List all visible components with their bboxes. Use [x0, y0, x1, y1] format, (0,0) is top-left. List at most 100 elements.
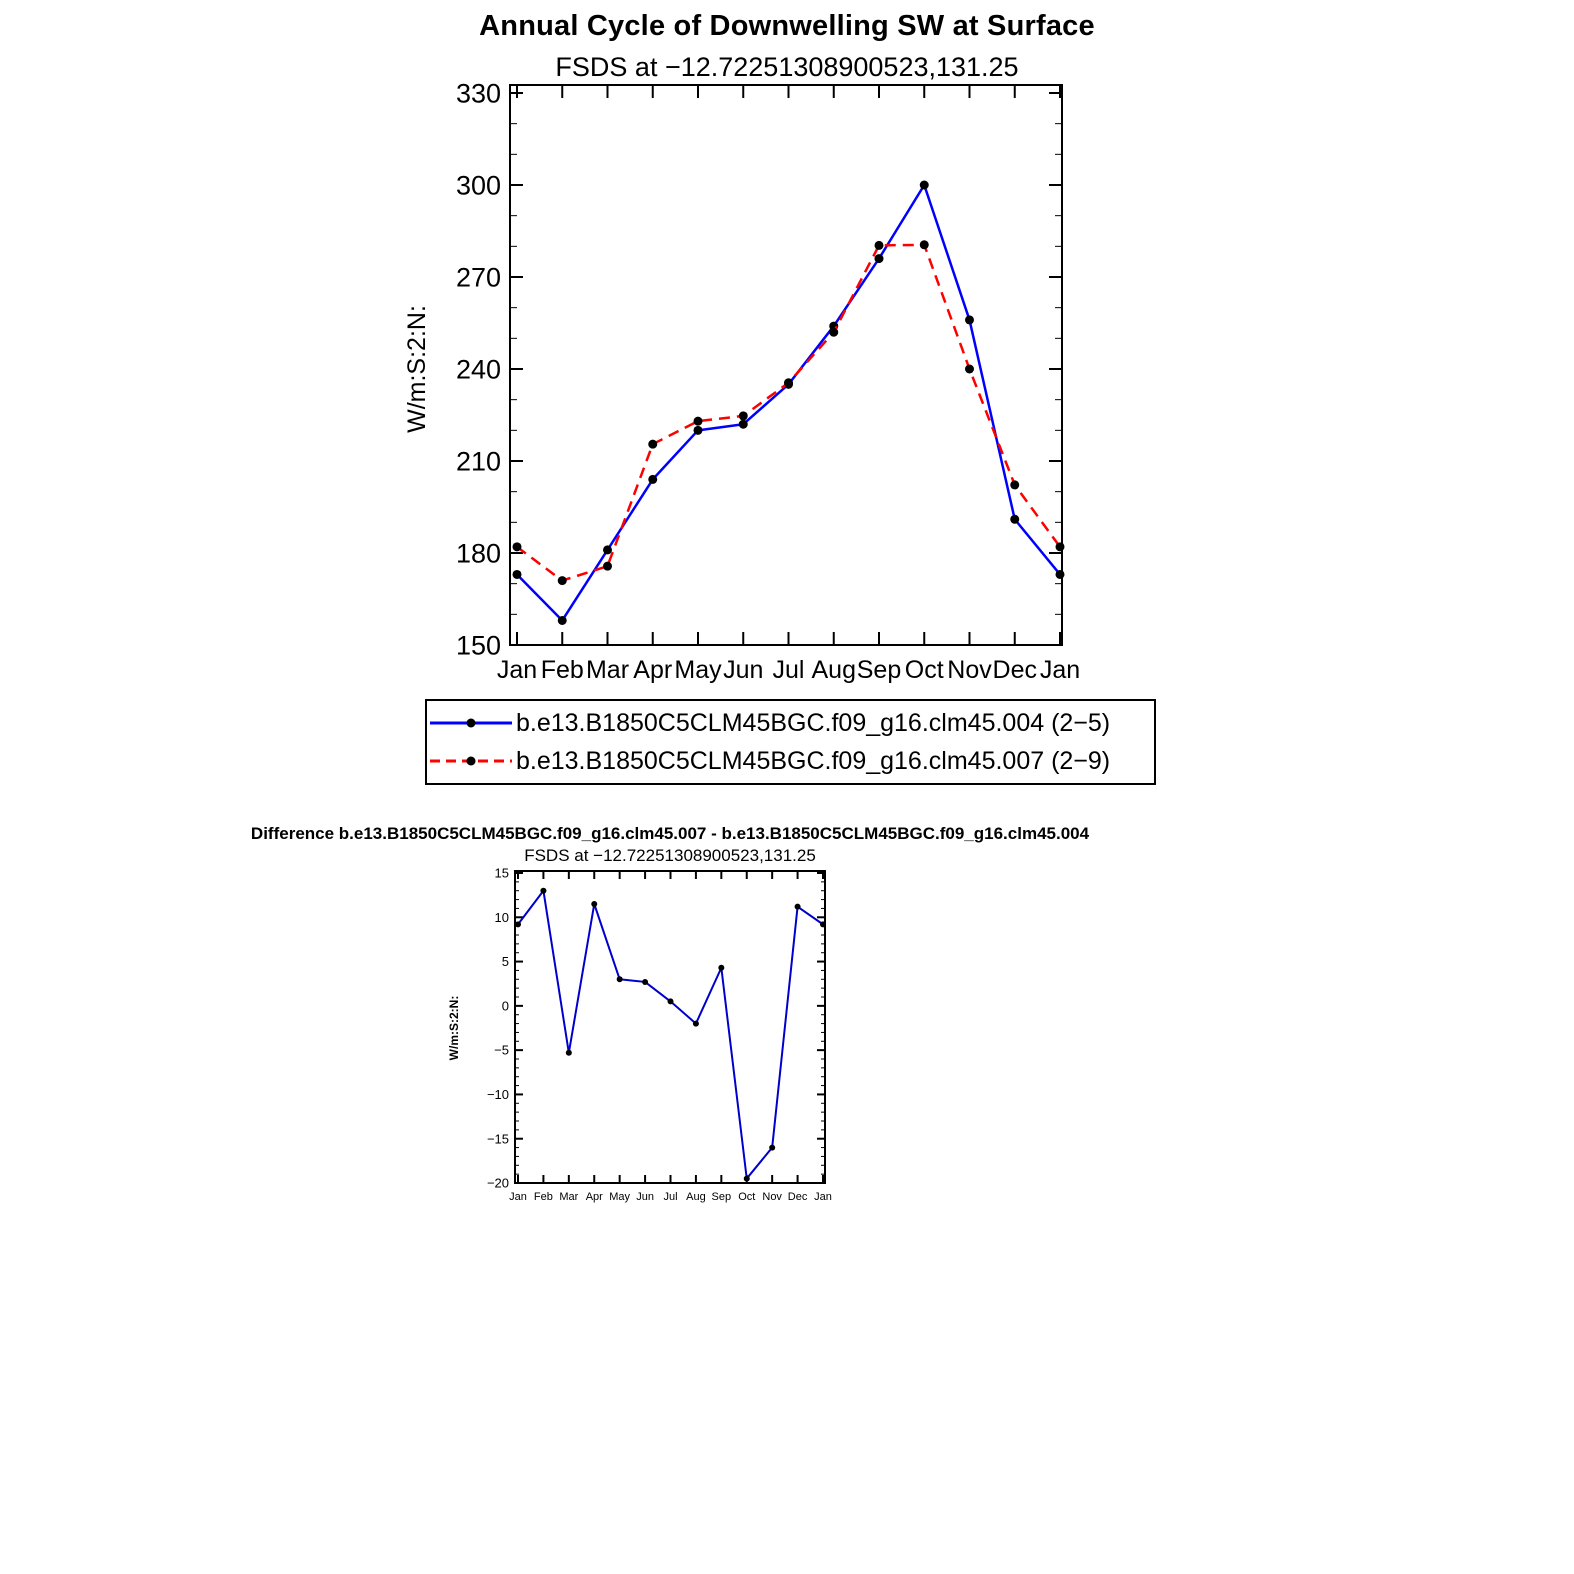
x-tick-label: Jul [663, 1191, 677, 1203]
x-tick-label: Jan [497, 656, 537, 684]
data-point [718, 964, 725, 971]
data-point [919, 180, 929, 190]
x-tick-label: Feb [534, 1191, 553, 1203]
data-point [965, 315, 974, 325]
legend-row: b.e13.B1850C5CLM45BGC.f09_g16.clm45.004 … [430, 704, 1154, 742]
data-point [693, 416, 703, 426]
x-tick-label: Apr [633, 656, 672, 684]
x-tick-label: May [674, 656, 722, 684]
legend-row: b.e13.B1850C5CLM45BGC.f09_g16.clm45.007 … [430, 742, 1154, 780]
data-point [820, 921, 826, 928]
x-tick-label: Oct [738, 1191, 755, 1203]
y-tick-label: 0 [502, 998, 509, 1013]
legend-marker [466, 756, 476, 766]
difference-title: Difference b.e13.B1850C5CLM45BGC.f09_g16… [250, 824, 1090, 843]
x-tick-label: Jan [1040, 656, 1080, 684]
x-tick-label: Jun [723, 656, 763, 684]
legend-entry-label: b.e13.B1850C5CLM45BGC.f09_g16.clm45.004 … [516, 708, 1111, 737]
x-tick-label: Jan [814, 1191, 832, 1203]
y-tick-label: −20 [487, 1176, 509, 1191]
x-tick-label: Nov [947, 656, 992, 684]
data-point [1010, 480, 1020, 490]
y-tick-label: −5 [494, 1043, 509, 1058]
data-point [829, 327, 839, 337]
x-tick-label: Jan [509, 1191, 527, 1203]
y-tick-label: −15 [487, 1131, 509, 1146]
data-point [557, 615, 567, 625]
x-tick-label: Aug [686, 1191, 706, 1203]
plot-frame [509, 84, 1063, 646]
plot-frame [514, 870, 826, 1184]
data-point [648, 439, 658, 449]
x-tick-label: Feb [541, 656, 584, 684]
data-point [648, 474, 658, 484]
y-tick-label: 15 [495, 866, 509, 881]
legend-entry-label: b.e13.B1850C5CLM45BGC.f09_g16.clm45.007 … [516, 746, 1111, 775]
data-point [692, 1020, 699, 1027]
y-tick-label: 180 [456, 538, 501, 568]
x-tick-label: Apr [586, 1191, 603, 1203]
data-point [874, 240, 884, 250]
data-point [603, 545, 612, 555]
data-point [557, 576, 567, 586]
data-point [616, 976, 623, 983]
y-tick-label: 330 [456, 80, 501, 108]
y-tick-label: 240 [456, 354, 501, 384]
y-tick-label: 270 [456, 262, 501, 292]
y-tick-label: −10 [487, 1087, 509, 1102]
difference-subtitle: FSDS at −12.72251308900523,131.25 [524, 846, 816, 865]
x-tick-label: May [609, 1191, 630, 1203]
series-line-1 [516, 243, 1062, 582]
y-axis-label: W/m:S:2:N: [403, 305, 431, 433]
x-tick-label: Aug [812, 656, 856, 684]
x-tick-label: Dec [993, 656, 1037, 684]
annual-cycle-title: Annual Cycle of Downwelling SW at Surfac… [479, 10, 1095, 42]
legend: b.e13.B1850C5CLM45BGC.f09_g16.clm45.004 … [425, 699, 1156, 785]
data-point [769, 1144, 776, 1151]
legend-line-sample [430, 756, 512, 766]
data-point [512, 569, 522, 579]
legend-marker [466, 718, 476, 728]
annual-cycle-subtitle: FSDS at −12.72251308900523,131.25 [555, 52, 1019, 82]
data-point [591, 901, 598, 907]
y-tick-label: 210 [456, 446, 501, 476]
data-point [512, 542, 522, 552]
data-point [515, 921, 521, 928]
data-point [965, 364, 974, 374]
data-point [693, 425, 703, 435]
data-point [1055, 569, 1065, 579]
legend-line-sample [430, 718, 512, 728]
data-point [738, 419, 748, 429]
data-point [743, 1175, 750, 1182]
data-point [667, 998, 674, 1005]
data-point [603, 561, 612, 571]
y-axis-label: W/m:S:2:N: [447, 996, 461, 1061]
x-tick-label: Sep [712, 1191, 732, 1203]
y-tick-label: 10 [495, 910, 509, 925]
data-point [794, 903, 801, 910]
x-tick-label: Jul [773, 656, 805, 684]
series-line-0 [517, 889, 824, 1180]
y-tick-label: 150 [456, 630, 501, 660]
data-point [1010, 514, 1020, 524]
data-point [540, 887, 547, 894]
x-tick-label: Oct [905, 656, 944, 684]
x-tick-label: Sep [857, 656, 901, 684]
x-tick-label: Mar [559, 1191, 578, 1203]
data-point [1055, 542, 1065, 552]
x-tick-label: Mar [586, 656, 629, 684]
x-tick-label: Nov [762, 1191, 782, 1203]
data-point [919, 240, 929, 250]
y-tick-label: 300 [456, 170, 501, 200]
data-point [565, 1049, 572, 1056]
x-tick-label: Jun [636, 1191, 654, 1203]
data-point [784, 378, 793, 388]
data-point [642, 978, 649, 985]
data-point [874, 254, 884, 264]
series-line-0 [516, 183, 1061, 622]
data-point [738, 411, 748, 421]
difference-plot: −20 −15 −10 −5 0 5 10 15 Jan Feb Mar Apr May Jun Jul Au… [447, 866, 832, 1203]
y-tick-label: 5 [502, 954, 509, 969]
